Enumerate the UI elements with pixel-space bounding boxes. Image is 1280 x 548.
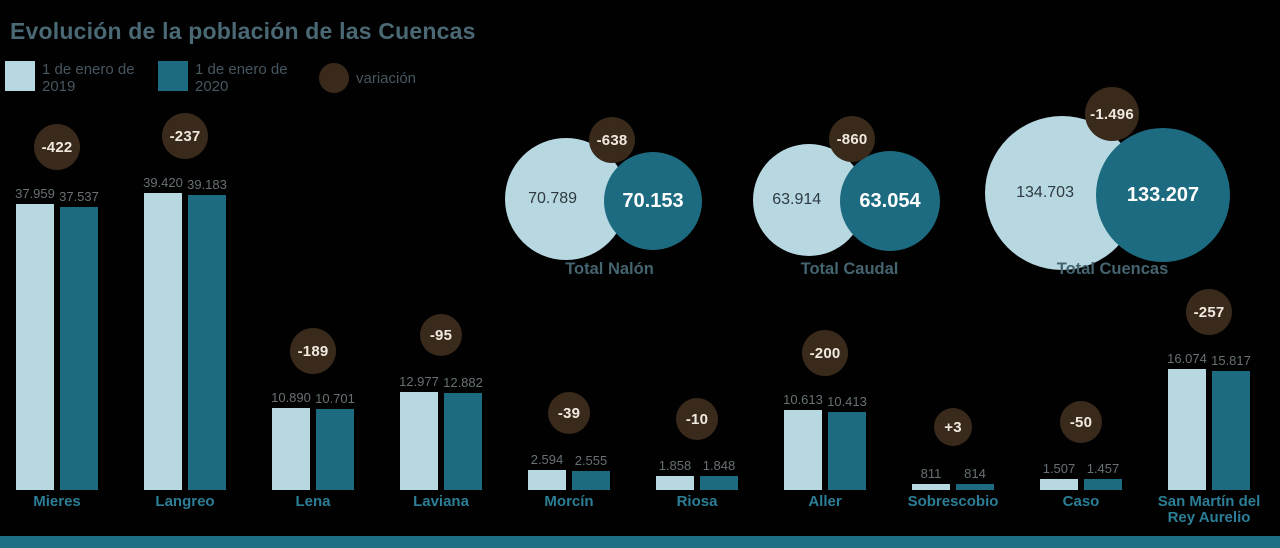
category-label: Riosa (676, 493, 718, 510)
category-label: Sobrescobio (907, 493, 999, 510)
bar-group-riosa: 1.858 1.848 -10 Riosa (633, 0, 761, 548)
bar-value-2019: 10.613 (783, 392, 823, 407)
total-value-2020: 63.054 (859, 190, 921, 212)
variation-bubble: -200 (802, 330, 848, 376)
variation-bubble: -95 (420, 314, 462, 356)
total-circle-2020 (1096, 128, 1230, 262)
bar-value-2020: 10.701 (315, 391, 355, 406)
variation-bubble: -257 (1186, 289, 1232, 335)
bar-2020 (700, 476, 738, 490)
bar-group-mieres: 37.959 37.537 -422 Mieres (0, 0, 121, 548)
bar-value-2020: 10.413 (827, 394, 867, 409)
bar-2019 (528, 470, 566, 490)
bar-2020 (60, 207, 98, 490)
bar-2020 (572, 471, 610, 490)
legend-label-2020: 1 de enero de 2020 (195, 61, 288, 95)
variation-bubble: -50 (1060, 401, 1102, 443)
bar-2020 (1212, 371, 1250, 490)
chart-title: Evolución de la población de las Cuencas (10, 18, 476, 44)
bar-value-2020: 814 (964, 466, 986, 481)
bar-value-2020: 1.848 (702, 458, 736, 473)
bar-value-2019: 2.594 (530, 452, 564, 467)
bar-2019 (656, 476, 694, 490)
category-label: Laviana (413, 493, 469, 510)
bar-2019 (1040, 479, 1078, 490)
category-label: Mieres (33, 493, 81, 510)
bar-group-caso: 1.507 1.457 -50 Caso (1017, 0, 1145, 548)
category-label: Langreo (155, 493, 215, 510)
bar-2019 (1168, 369, 1206, 490)
total-circle-2020 (840, 151, 940, 251)
bar-2020 (956, 484, 994, 490)
bar-value-2019: 10.890 (271, 390, 311, 405)
total-variation-bubble: -860 (829, 116, 875, 162)
bar-value-2020: 15.817 (1211, 353, 1251, 368)
bar-2019 (912, 484, 950, 490)
bar-2019 (144, 193, 182, 490)
total-variation-bubble: -638 (589, 117, 635, 163)
total-value-2019: 63.914 (772, 191, 822, 208)
total-value-2020: 70.153 (622, 190, 684, 212)
bar-2020 (316, 409, 354, 490)
total-circle-2020 (604, 152, 702, 250)
variation-bubble: -39 (548, 392, 590, 434)
total-value-2019: 134.703 (1016, 184, 1074, 201)
legend-label-variacion: variación (356, 70, 417, 87)
legend-swatch-variacion-icon (319, 63, 349, 93)
total-label: Total Nalón (565, 260, 654, 278)
bar-value-2020: 2.555 (574, 453, 608, 468)
legend-swatch-2019 (5, 61, 35, 91)
bar-2019 (784, 410, 822, 490)
variation-bubble: -237 (162, 113, 208, 159)
bar-2019 (400, 392, 438, 490)
bar-2020 (444, 393, 482, 490)
bar-value-2020: 12.882 (443, 375, 483, 390)
category-label: Aller (808, 493, 842, 510)
bar-value-2020: 1.457 (1086, 461, 1120, 476)
variation-bubble: -189 (290, 328, 336, 374)
category-label: San Martín del Rey Aurelio (1157, 493, 1261, 526)
legend-swatch-2020 (158, 61, 188, 91)
bar-group-sobrescobio: 811 814 +3 Sobrescobio (889, 0, 1017, 548)
bar-value-2019: 1.507 (1042, 461, 1076, 476)
bar-2020 (188, 195, 226, 490)
category-label: Caso (1062, 493, 1100, 510)
bar-value-2019: 39.420 (143, 175, 183, 190)
bar-group-laviana: 12.977 12.882 -95 Laviana (377, 0, 505, 548)
bar-value-2019: 12.977 (399, 374, 439, 389)
bar-group-aller: 10.613 10.413 -200 Aller (761, 0, 889, 548)
bottom-strip (0, 536, 1280, 548)
total-value-2020: 133.207 (1126, 184, 1200, 206)
legend-label-2019: 1 de enero de 2019 (42, 61, 135, 95)
total-variation-bubble: -1.496 (1085, 87, 1139, 141)
variation-bubble: -422 (34, 124, 80, 170)
total-label: Total Caudal (800, 260, 899, 278)
bar-group-san-martin-del-rey-aurelio: 16.074 15.817 -257 San Martín del Rey Aurel… (1145, 0, 1273, 548)
bar-value-2020: 37.537 (59, 189, 99, 204)
bar-group-lena: 10.890 10.701 -189 Lena (249, 0, 377, 548)
variation-bubble: +3 (934, 408, 972, 446)
category-label: Lena (295, 493, 331, 510)
bar-group-langreo: 39.420 39.183 -237 Langreo (121, 0, 249, 548)
bar-2019 (272, 408, 310, 490)
bar-value-2019: 37.959 (15, 186, 55, 201)
bar-value-2019: 1.858 (658, 458, 692, 473)
total-label: Total Cuencas (1056, 260, 1169, 278)
bar-value-2019: 811 (920, 466, 942, 481)
variation-bubble: -10 (676, 398, 718, 440)
bar-2020 (828, 412, 866, 490)
bar-value-2020: 39.183 (187, 177, 227, 192)
bar-group-morcin: 2.594 2.555 -39 Morcín (505, 0, 633, 548)
bar-2020 (1084, 479, 1122, 490)
bar-2019 (16, 204, 54, 490)
total-value-2019: 70.789 (528, 190, 578, 207)
category-label: Morcín (544, 493, 594, 510)
bar-value-2019: 16.074 (1167, 351, 1207, 366)
